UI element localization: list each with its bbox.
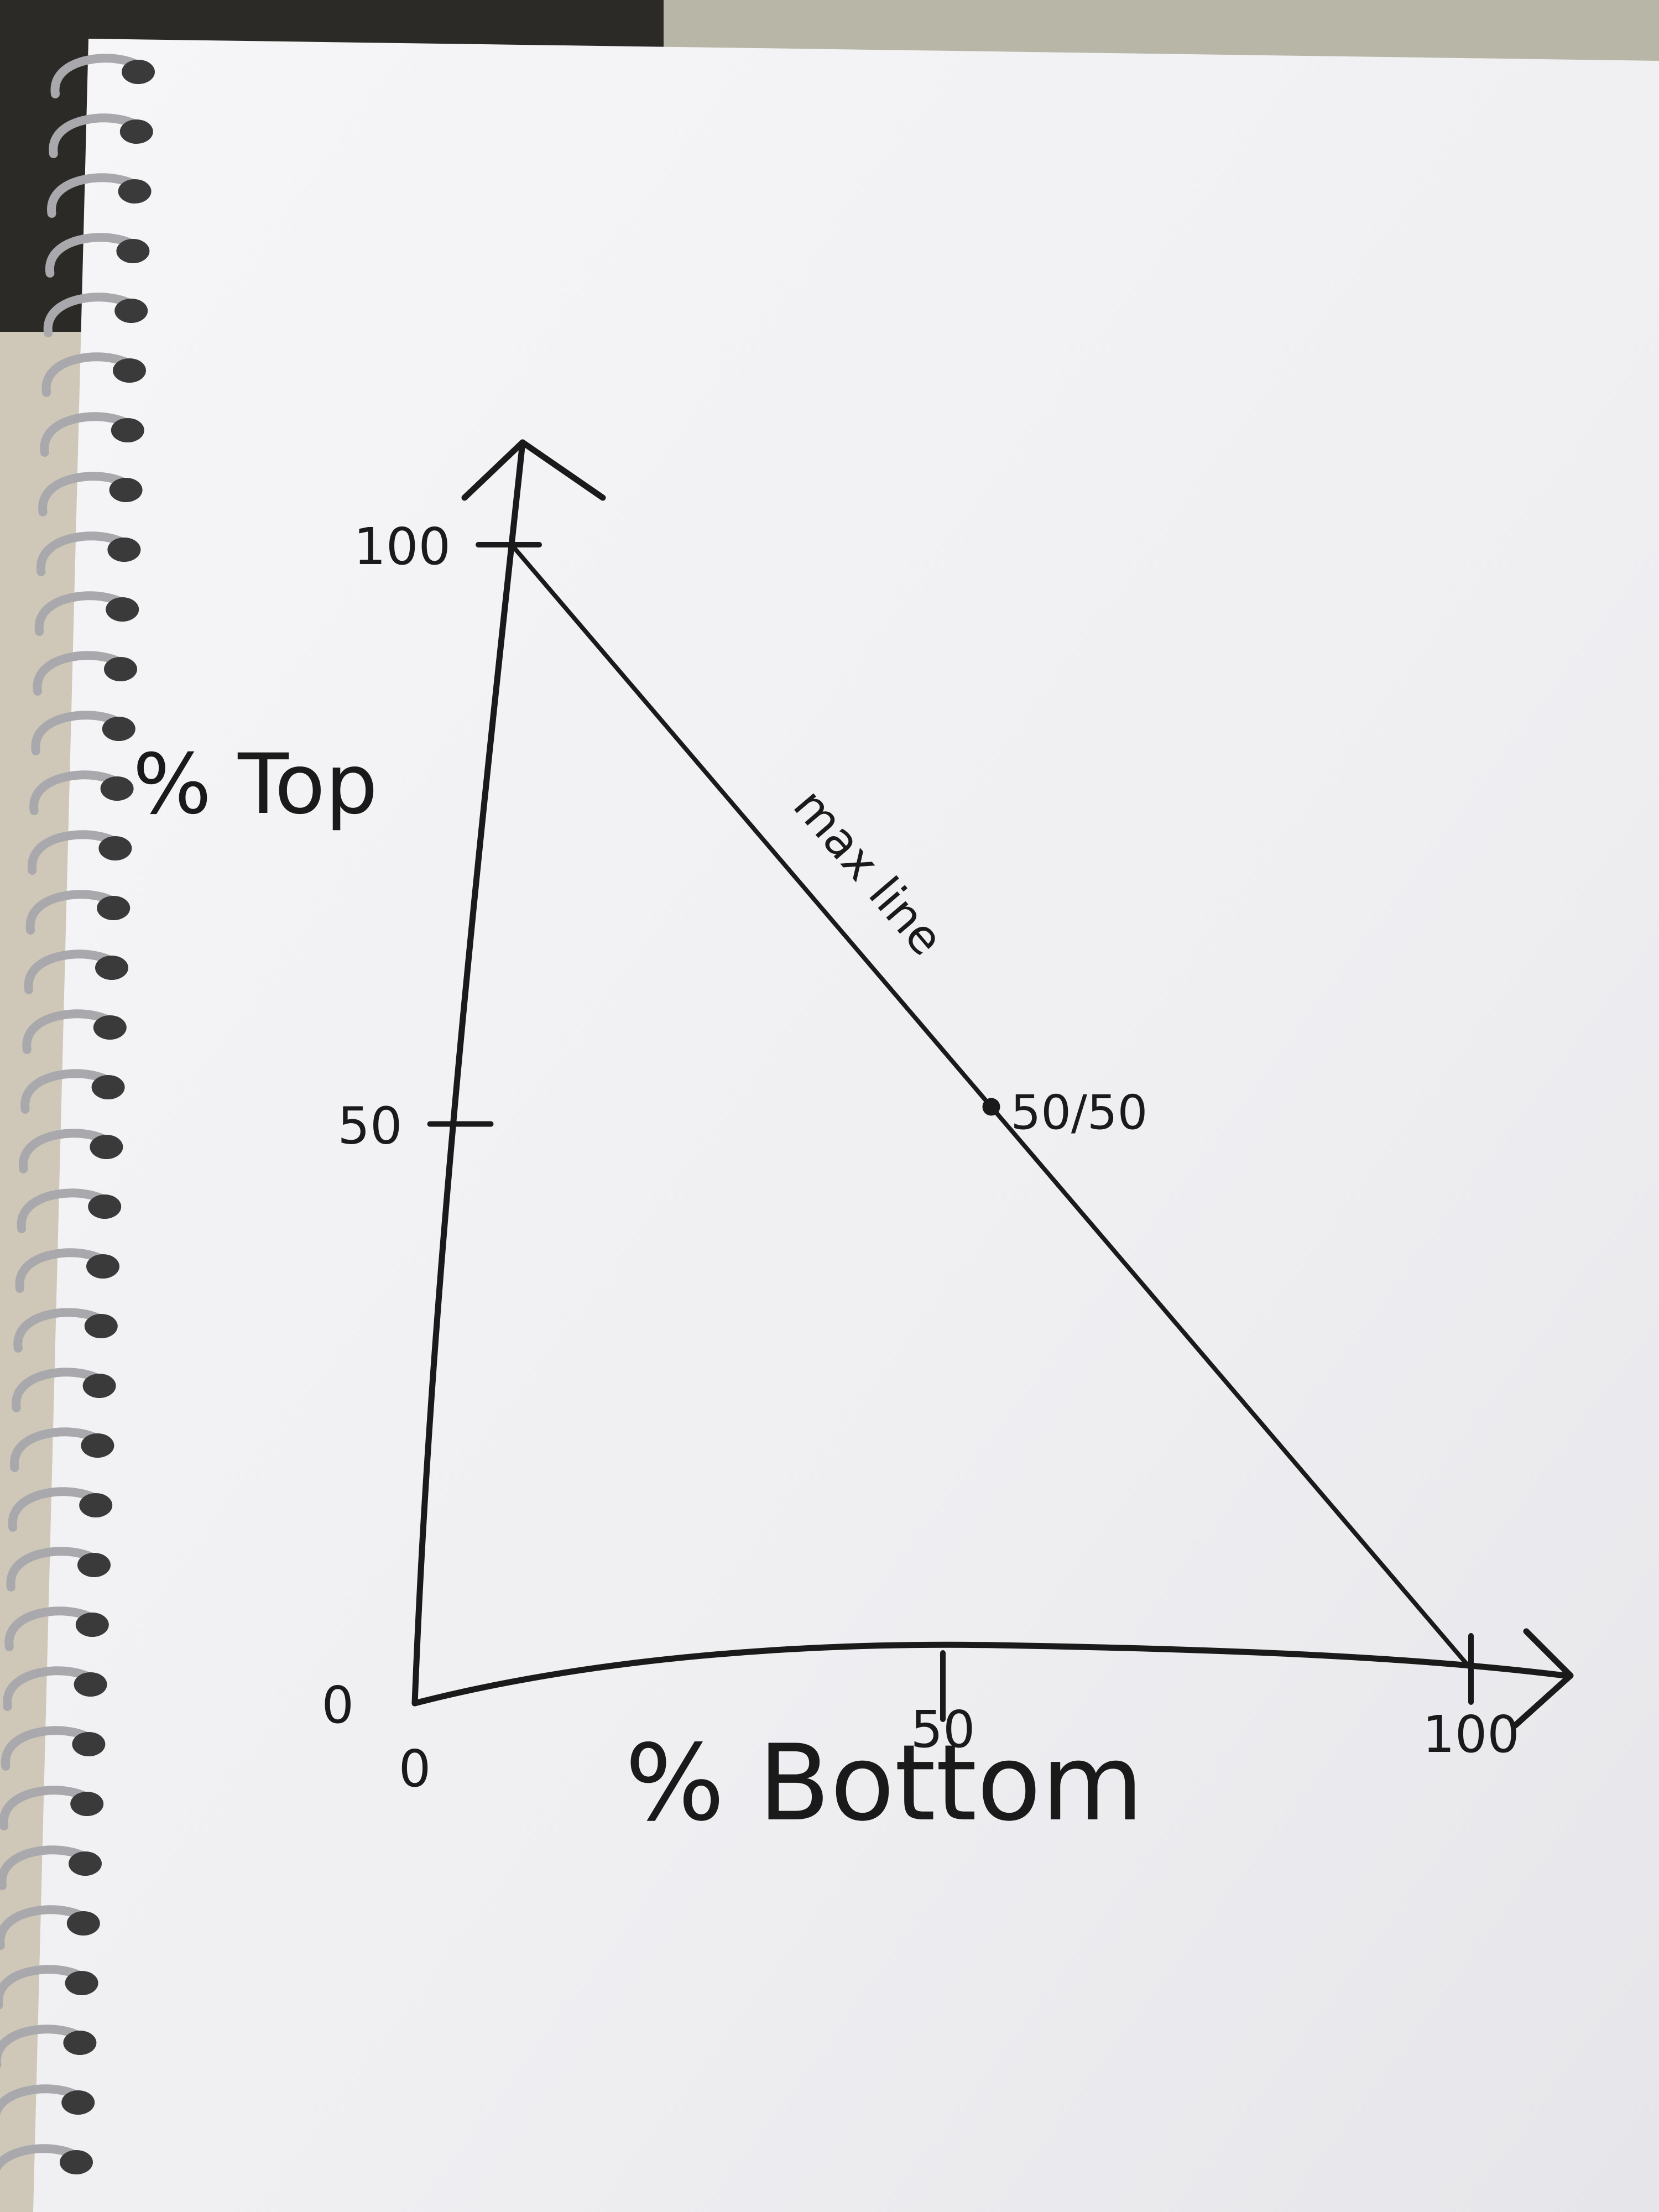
y-axis-arrowhead (461, 439, 606, 501)
binding-hole (107, 538, 141, 562)
binding-hole (95, 956, 128, 980)
binding-hole (109, 478, 143, 502)
y-axis-label: % Top (133, 737, 378, 833)
binding-hole (79, 1493, 113, 1517)
spiral-binding (0, 54, 155, 2174)
binding-hole (72, 1732, 106, 1756)
binding-hole (61, 2090, 95, 2115)
binding-hole (82, 1374, 116, 1398)
binding-hole (88, 1194, 122, 1219)
binding-hole (77, 1553, 111, 1577)
binding-hole (116, 239, 150, 263)
binding-hole (81, 1433, 114, 1458)
binding-hole (69, 1851, 102, 1876)
binding-hole (63, 2031, 97, 2055)
binding-hole (100, 776, 134, 801)
binding-hole (91, 1075, 125, 1099)
binding-hole (66, 1911, 100, 1936)
binding-hole (98, 836, 132, 860)
binding-hole (119, 119, 153, 144)
binding-hole (86, 1254, 119, 1279)
binding-hole (102, 717, 135, 741)
series-layer: 50/50 (509, 542, 1473, 1671)
notebook-page (33, 39, 1659, 2212)
x-tick-label-50: 50 (910, 1700, 975, 1759)
binding-hole (113, 358, 146, 383)
y-tick-label-50: 50 (337, 1097, 402, 1156)
x-tick-label-100: 100 (1422, 1705, 1520, 1764)
annotation-point-0 (982, 1098, 1000, 1116)
binding-hole (106, 597, 139, 622)
binding-hole (122, 60, 155, 84)
binding-hole (74, 1672, 107, 1697)
x-tick-label-0: 0 (399, 1739, 431, 1798)
y-tick-label-100: 100 (353, 517, 451, 576)
binding-hole (118, 179, 152, 204)
binding-hole (93, 1015, 127, 1040)
binding-hole (114, 299, 148, 323)
binding-hole (60, 2150, 93, 2174)
binding-hole (90, 1135, 123, 1159)
axis-ticks: 0 50 100 0 50 100 (321, 517, 1519, 1798)
binding-hole (104, 657, 137, 681)
binding-hole (75, 1613, 109, 1637)
annotation-label-0: 50/50 (1011, 1086, 1148, 1141)
binding-hole (97, 896, 131, 920)
binding-hole (65, 1971, 98, 1995)
binding-hole (111, 418, 144, 442)
binding-hole (70, 1792, 104, 1816)
binding-hole (84, 1314, 118, 1338)
y-tick-label-0: 0 (321, 1676, 354, 1735)
x-axis-arrowhead (1512, 1628, 1574, 1729)
y-axis (411, 439, 526, 1707)
x-axis (411, 1641, 1568, 1707)
x-axis-label: % Bottom (625, 1722, 1144, 1844)
